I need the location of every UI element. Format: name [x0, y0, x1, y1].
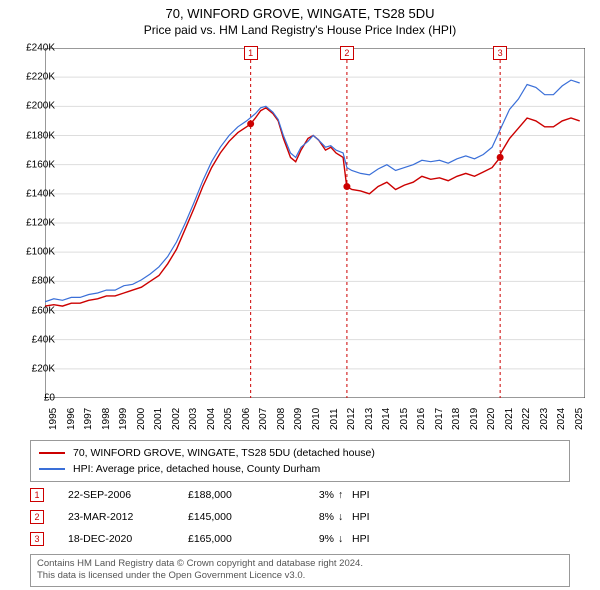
- x-tick-label: 2019: [469, 408, 480, 430]
- y-tick-label: £80K: [15, 276, 55, 287]
- x-tick-label: 2008: [276, 408, 287, 430]
- legend-swatch-hpi: [39, 468, 65, 470]
- y-tick-label: £240K: [15, 43, 55, 54]
- x-tick-label: 1997: [83, 408, 94, 430]
- title-address: 70, WINFORD GROVE, WINGATE, TS28 5DU: [0, 6, 600, 21]
- x-tick-label: 2018: [451, 408, 462, 430]
- x-tick-label: 2025: [574, 408, 585, 430]
- x-tick-label: 2004: [206, 408, 217, 430]
- x-tick-label: 2007: [258, 408, 269, 430]
- x-tick-label: 1999: [118, 408, 129, 430]
- x-tick-label: 2021: [504, 408, 515, 430]
- transaction-hpi-label: HPI: [352, 511, 370, 523]
- y-tick-label: £40K: [15, 334, 55, 345]
- x-tick-label: 2023: [539, 408, 550, 430]
- x-tick-label: 2024: [556, 408, 567, 430]
- transaction-price: £145,000: [188, 511, 298, 523]
- transaction-pct: 9%: [298, 533, 338, 545]
- down-arrow-icon: ↓: [338, 511, 352, 523]
- y-tick-label: £20K: [15, 363, 55, 374]
- chart-area: [45, 48, 585, 398]
- legend-swatch-property: [39, 452, 65, 454]
- legend-label-hpi: HPI: Average price, detached house, Coun…: [73, 463, 320, 475]
- y-tick-label: £180K: [15, 130, 55, 141]
- x-tick-label: 2014: [381, 408, 392, 430]
- transaction-marker: 1: [30, 488, 44, 502]
- legend-item-property: 70, WINFORD GROVE, WINGATE, TS28 5DU (de…: [39, 445, 561, 461]
- legend-label-property: 70, WINFORD GROVE, WINGATE, TS28 5DU (de…: [73, 447, 375, 459]
- x-tick-label: 2017: [434, 408, 445, 430]
- transactions-table: 1 22-SEP-2006 £188,000 3% ↑ HPI 2 23-MAR…: [30, 484, 570, 550]
- transaction-hpi-label: HPI: [352, 533, 370, 545]
- sale-marker-1: 1: [244, 46, 258, 60]
- legend-item-hpi: HPI: Average price, detached house, Coun…: [39, 461, 561, 477]
- y-tick-label: £140K: [15, 188, 55, 199]
- transaction-row: 3 18-DEC-2020 £165,000 9% ↓ HPI: [30, 528, 570, 550]
- x-tick-label: 1995: [48, 408, 59, 430]
- footer-line1: Contains HM Land Registry data © Crown c…: [37, 558, 563, 570]
- sale-marker-3: 3: [493, 46, 507, 60]
- x-tick-label: 2015: [399, 408, 410, 430]
- y-tick-label: £160K: [15, 159, 55, 170]
- footer-line2: This data is licensed under the Open Gov…: [37, 570, 563, 582]
- transaction-marker: 2: [30, 510, 44, 524]
- transaction-date: 23-MAR-2012: [68, 511, 188, 523]
- legend: 70, WINFORD GROVE, WINGATE, TS28 5DU (de…: [30, 440, 570, 482]
- x-tick-label: 2022: [521, 408, 532, 430]
- y-tick-label: £220K: [15, 72, 55, 83]
- transaction-date: 22-SEP-2006: [68, 489, 188, 501]
- y-tick-label: £0: [15, 393, 55, 404]
- transaction-marker: 3: [30, 532, 44, 546]
- transaction-row: 2 23-MAR-2012 £145,000 8% ↓ HPI: [30, 506, 570, 528]
- footer-attribution: Contains HM Land Registry data © Crown c…: [30, 554, 570, 587]
- chart-container: 70, WINFORD GROVE, WINGATE, TS28 5DU Pri…: [0, 0, 600, 590]
- x-tick-label: 2012: [346, 408, 357, 430]
- transaction-pct: 3%: [298, 489, 338, 501]
- x-tick-label: 2020: [486, 408, 497, 430]
- x-tick-label: 2010: [311, 408, 322, 430]
- x-tick-label: 2005: [223, 408, 234, 430]
- up-arrow-icon: ↑: [338, 489, 352, 501]
- x-tick-label: 2003: [188, 408, 199, 430]
- x-tick-label: 2006: [241, 408, 252, 430]
- line-chart: [45, 48, 585, 398]
- x-tick-label: 2009: [293, 408, 304, 430]
- transaction-row: 1 22-SEP-2006 £188,000 3% ↑ HPI: [30, 484, 570, 506]
- y-tick-label: £200K: [15, 101, 55, 112]
- transaction-pct: 8%: [298, 511, 338, 523]
- transaction-hpi-label: HPI: [352, 489, 370, 501]
- transaction-price: £188,000: [188, 489, 298, 501]
- down-arrow-icon: ↓: [338, 533, 352, 545]
- x-tick-label: 2001: [153, 408, 164, 430]
- title-block: 70, WINFORD GROVE, WINGATE, TS28 5DU Pri…: [0, 0, 600, 37]
- y-tick-label: £60K: [15, 305, 55, 316]
- x-tick-label: 2013: [364, 408, 375, 430]
- x-tick-label: 2011: [329, 408, 340, 430]
- x-tick-label: 1998: [101, 408, 112, 430]
- x-tick-label: 2000: [136, 408, 147, 430]
- x-tick-label: 2016: [416, 408, 427, 430]
- transaction-price: £165,000: [188, 533, 298, 545]
- x-tick-label: 2002: [171, 408, 182, 430]
- title-subtitle: Price paid vs. HM Land Registry's House …: [0, 23, 600, 37]
- y-tick-label: £100K: [15, 247, 55, 258]
- transaction-date: 18-DEC-2020: [68, 533, 188, 545]
- y-tick-label: £120K: [15, 218, 55, 229]
- x-tick-label: 1996: [66, 408, 77, 430]
- sale-marker-2: 2: [340, 46, 354, 60]
